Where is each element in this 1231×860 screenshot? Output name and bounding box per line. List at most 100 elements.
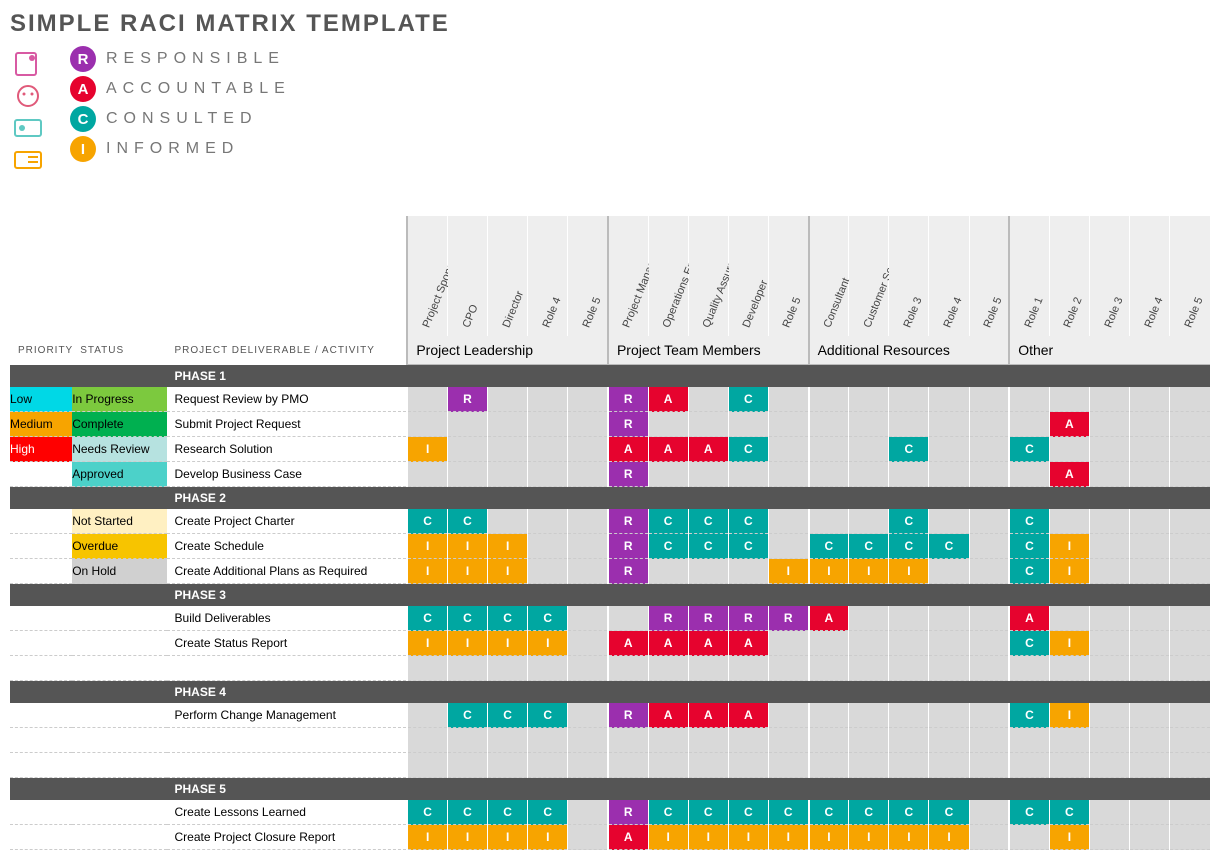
raci-cell — [488, 437, 528, 462]
role-header: Customer Service — [849, 216, 889, 336]
role-header: Project Manager — [608, 216, 648, 336]
legend-row-c: CCONSULTED — [70, 106, 291, 132]
raci-cell — [1049, 728, 1089, 753]
raci-cell — [849, 509, 889, 534]
raci-cell: C — [528, 800, 568, 825]
raci-cell: A — [1049, 412, 1089, 437]
status-cell — [72, 656, 166, 681]
table-row: Perform Change ManagementCCCRAAACI — [10, 703, 1210, 728]
raci-cell — [889, 412, 929, 437]
raci-cell — [1089, 800, 1129, 825]
role-header: Operations Engineer — [648, 216, 688, 336]
raci-cell: R — [608, 534, 648, 559]
activity-cell: Build Deliverables — [167, 606, 408, 631]
raci-cell — [849, 606, 889, 631]
table-row: On HoldCreate Additional Plans as Requir… — [10, 559, 1210, 584]
raci-cell — [849, 631, 889, 656]
raci-cell — [688, 462, 728, 487]
raci-cell: C — [1009, 559, 1049, 584]
raci-cell — [1049, 656, 1089, 681]
raci-cell — [1130, 703, 1170, 728]
raci-cell — [447, 728, 487, 753]
raci-cell — [528, 656, 568, 681]
raci-cell — [929, 606, 969, 631]
raci-cell: C — [1009, 631, 1049, 656]
role-header: Role 4 — [1130, 216, 1170, 336]
raci-cell — [768, 412, 808, 437]
raci-cell: I — [488, 534, 528, 559]
raci-cell — [809, 631, 849, 656]
role-label: Role 1 — [1022, 296, 1045, 330]
raci-cell: I — [447, 631, 487, 656]
table-row: ApprovedDevelop Business CaseRA — [10, 462, 1210, 487]
raci-cell — [528, 437, 568, 462]
raci-cell — [969, 728, 1009, 753]
raci-cell — [1170, 387, 1210, 412]
raci-cell: C — [1009, 703, 1049, 728]
raci-cell: C — [407, 606, 447, 631]
raci-cell: C — [1049, 800, 1089, 825]
legend-badge-i: I — [70, 136, 96, 162]
role-label: Role 5 — [981, 296, 1004, 330]
raci-cell: C — [1009, 437, 1049, 462]
raci-cell: C — [488, 703, 528, 728]
raci-cell — [969, 800, 1009, 825]
raci-cell: A — [608, 825, 648, 850]
raci-cell — [568, 703, 608, 728]
raci-cell — [969, 825, 1009, 850]
raci-cell: R — [608, 412, 648, 437]
card-icon — [10, 146, 46, 174]
activity-cell: Create Additional Plans as Required — [167, 559, 408, 584]
column-header-activity: PROJECT DELIVERABLE / ACTIVITY — [167, 336, 408, 365]
raci-cell: A — [608, 631, 648, 656]
raci-cell — [1049, 606, 1089, 631]
raci-cell: I — [809, 825, 849, 850]
raci-cell: I — [1049, 703, 1089, 728]
phase-header: PHASE 5 — [167, 778, 408, 800]
raci-cell — [1170, 753, 1210, 778]
raci-cell: I — [889, 559, 929, 584]
raci-cell: R — [648, 606, 688, 631]
raci-cell — [969, 631, 1009, 656]
raci-cell — [728, 656, 768, 681]
phase-header: PHASE 4 — [167, 681, 408, 703]
raci-cell — [1130, 559, 1170, 584]
role-header: Role 3 — [1089, 216, 1129, 336]
raci-cell: R — [608, 387, 648, 412]
raci-cell — [1170, 437, 1210, 462]
raci-cell — [1130, 728, 1170, 753]
role-header: Role 5 — [969, 216, 1009, 336]
raci-cell: C — [447, 703, 487, 728]
raci-cell — [608, 728, 648, 753]
raci-cell — [1170, 703, 1210, 728]
table-row: Not StartedCreate Project CharterCCRCCCC… — [10, 509, 1210, 534]
raci-cell — [528, 534, 568, 559]
priority-cell: Low — [10, 387, 72, 412]
raci-cell — [1170, 462, 1210, 487]
raci-cell: I — [488, 559, 528, 584]
raci-cell — [568, 606, 608, 631]
raci-cell — [969, 509, 1009, 534]
role-header: Role 4 — [528, 216, 568, 336]
raci-cell: I — [1049, 825, 1089, 850]
role-header: Role 2 — [1049, 216, 1089, 336]
raci-cell — [1089, 631, 1129, 656]
table-row: Create Lessons LearnedCCCCRCCCCCCCCCC — [10, 800, 1210, 825]
raci-cell — [1049, 437, 1089, 462]
legend-row-i: IINFORMED — [70, 136, 291, 162]
activity-cell: Create Project Charter — [167, 509, 408, 534]
raci-cell — [568, 462, 608, 487]
priority-cell — [10, 800, 72, 825]
priority-cell: Medium — [10, 412, 72, 437]
status-cell — [72, 825, 166, 850]
raci-cell — [1130, 656, 1170, 681]
raci-cell — [648, 753, 688, 778]
raci-cell: C — [648, 534, 688, 559]
table-row: OverdueCreate ScheduleIIIRCCCCCCCCI — [10, 534, 1210, 559]
raci-cell — [1130, 509, 1170, 534]
raci-cell: C — [528, 606, 568, 631]
raci-cell: R — [447, 387, 487, 412]
role-label: Role 5 — [580, 296, 603, 330]
table-row: Create Project Closure ReportIIIIAIIIIII… — [10, 825, 1210, 850]
raci-cell: I — [768, 825, 808, 850]
